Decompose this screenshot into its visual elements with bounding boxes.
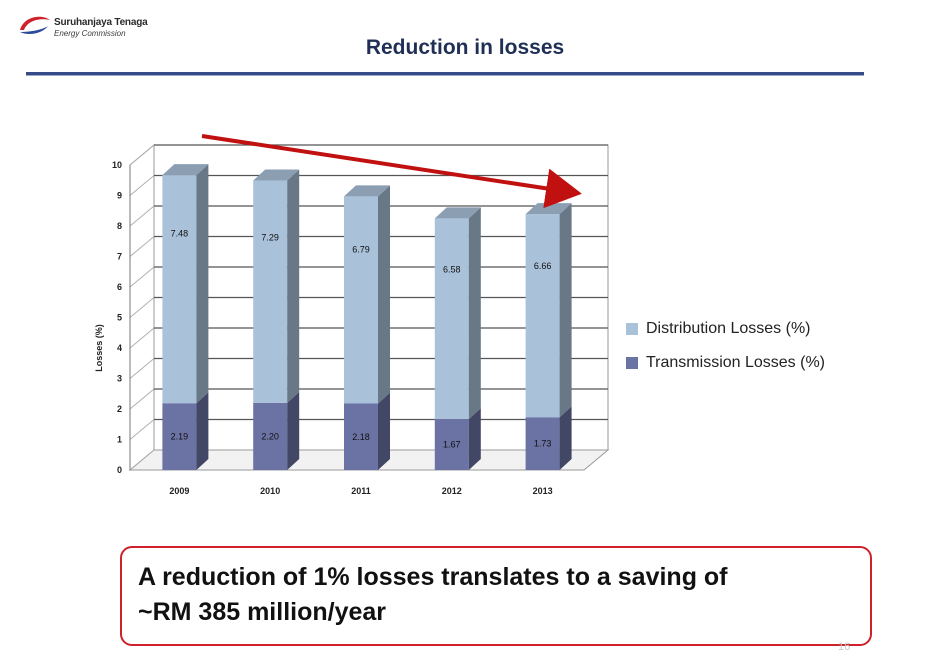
- savings-callout: A reduction of 1% losses translates to a…: [120, 546, 872, 646]
- bar-side: [287, 391, 300, 470]
- data-label: 6.79: [352, 244, 370, 254]
- bar-top: [434, 207, 481, 219]
- bar-top: [253, 169, 300, 181]
- y-tick-label: 1: [117, 435, 122, 445]
- y-tick-label: 8: [117, 221, 122, 231]
- bar-side: [378, 185, 390, 404]
- bar-segment: [344, 403, 378, 470]
- bar-segment: [253, 180, 288, 403]
- data-label: 7.48: [171, 229, 189, 239]
- legend-swatch-distribution: [626, 323, 638, 335]
- callout-line-2: ~RM 385 million/year: [138, 598, 387, 626]
- y-tick-label: 0: [117, 465, 122, 475]
- data-label: 7.29: [261, 233, 279, 243]
- bar-segment: [525, 417, 560, 470]
- losses-chart: 0 1 2 3 4 5 6 7 8 9 10 2.19 7.48 2009 2.20 7.29 2010 2.18…: [94, 134, 610, 496]
- chart-legend: Distribution Losses (%) Transmission Los…: [626, 312, 825, 380]
- data-label: 1.73: [534, 439, 552, 449]
- bar-top: [344, 185, 390, 197]
- gridline-side: [129, 297, 155, 318]
- bar-top: [162, 164, 209, 176]
- bar-side: [559, 406, 572, 470]
- title-divider: [26, 72, 864, 76]
- bar-side: [196, 392, 209, 470]
- bar-side: [468, 207, 481, 420]
- y-tick-label: 6: [117, 282, 122, 292]
- gridline-side: [129, 175, 155, 196]
- trend-arrow: [201, 134, 582, 209]
- y-tick-label: 2: [117, 404, 122, 414]
- gridline-side: [129, 449, 155, 471]
- y-axis-label: Losses (%): [94, 324, 104, 372]
- logo-swoosh-icon: [20, 16, 50, 34]
- bar-side: [378, 392, 390, 470]
- gridline-side: [129, 236, 155, 257]
- legend-swatch-transmission: [626, 357, 638, 369]
- bar-segment: [434, 419, 469, 470]
- y-tick-label: 7: [117, 252, 122, 262]
- gridline-side: [129, 419, 155, 440]
- commission-logo: Suruhanjaya Tenaga Energy Commission: [16, 12, 186, 42]
- y-tick-label: 5: [117, 313, 122, 323]
- data-label: 6.66: [534, 261, 552, 271]
- y-tick-label: 4: [117, 343, 122, 353]
- bar-segment: [253, 402, 288, 470]
- data-label: 2.18: [352, 432, 370, 442]
- page-title: Reduction in losses: [365, 36, 565, 59]
- logo-subtitle: Energy Commission: [54, 29, 126, 38]
- bar-side: [559, 203, 572, 418]
- y-tick-label: 3: [117, 374, 122, 384]
- data-label: 6.58: [443, 265, 461, 275]
- page-number: 16: [838, 641, 851, 653]
- bar-segment: [344, 196, 378, 404]
- bar-side: [468, 408, 481, 470]
- legend-label-distribution: Distribution Losses (%): [646, 320, 811, 337]
- data-label: 2.20: [261, 431, 279, 441]
- data-label: 2.19: [171, 432, 189, 442]
- gridline-side: [129, 266, 155, 288]
- y-tick-label: 9: [117, 191, 122, 201]
- y-tick-label: 10: [112, 160, 122, 170]
- gridline-side: [129, 388, 155, 410]
- legend-item-transmission: Transmission Losses (%): [626, 346, 825, 380]
- x-tick-label: 2012: [442, 486, 462, 496]
- x-tick-label: 2013: [533, 486, 553, 496]
- callout-line-1: A reduction of 1% losses translates to a…: [138, 563, 728, 591]
- bar-side: [287, 169, 300, 403]
- bar-segment: [434, 218, 469, 420]
- legend-label-transmission: Transmission Losses (%): [646, 354, 826, 371]
- logo-name: Suruhanjaya Tenaga: [54, 17, 148, 28]
- x-tick-label: 2009: [169, 486, 189, 496]
- x-tick-label: 2011: [351, 486, 371, 496]
- gridline-side: [129, 144, 155, 166]
- gridline-side: [129, 327, 155, 349]
- bar-side: [196, 164, 209, 404]
- gridline-side: [129, 358, 155, 379]
- bar-segment: [525, 214, 560, 418]
- legend-item-distribution: Distribution Losses (%): [626, 312, 825, 346]
- bar-segment: [162, 403, 197, 470]
- bar-segment: [162, 175, 197, 404]
- gridline-side: [129, 205, 155, 227]
- data-label: 1.67: [443, 440, 461, 450]
- x-tick-label: 2010: [260, 486, 280, 496]
